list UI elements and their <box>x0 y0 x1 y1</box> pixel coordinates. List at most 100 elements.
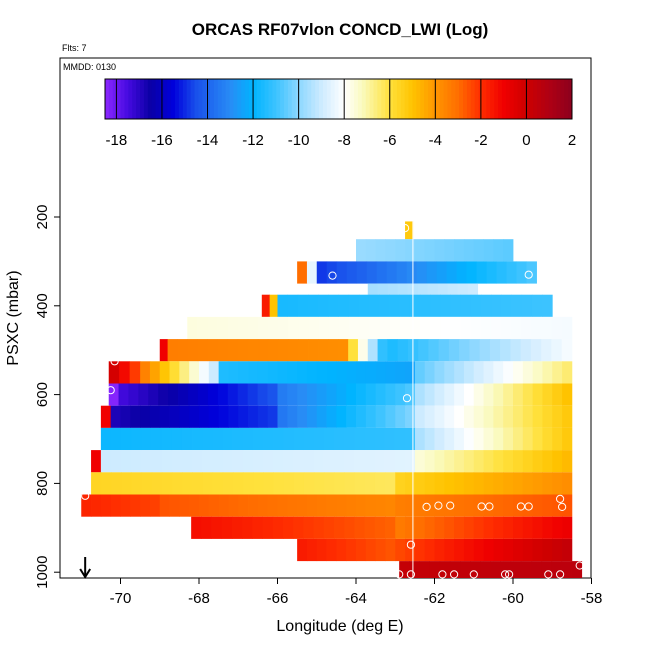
heatmap-cell <box>414 516 426 539</box>
colorbar-swatch <box>385 79 390 119</box>
heatmap-cell <box>374 516 386 539</box>
heatmap-cell <box>356 383 367 406</box>
heatmap-cell <box>561 339 573 362</box>
heatmap-cell <box>374 427 385 451</box>
heatmap-cell <box>429 561 441 578</box>
heatmap-cell <box>283 472 295 495</box>
heatmap-cell <box>513 472 524 495</box>
heatmap-cell <box>389 294 401 317</box>
heatmap-cell <box>439 561 451 578</box>
heatmap-cell <box>306 494 318 517</box>
heatmap-cell <box>326 538 337 562</box>
heatmap-cell <box>503 427 514 451</box>
heatmap-cell <box>409 294 421 317</box>
y-tick-label: 1000 <box>34 556 51 589</box>
colorbar-swatch <box>443 79 448 119</box>
heatmap-cell <box>208 405 220 428</box>
heatmap-cell <box>424 239 435 262</box>
heatmap-cell <box>267 361 278 384</box>
mmdd-label: MMDD: 0130 <box>63 62 116 72</box>
heatmap-cell <box>252 427 264 451</box>
heatmap-cell <box>303 450 314 473</box>
colorbar-swatch <box>326 79 332 119</box>
heatmap-cell <box>277 361 288 384</box>
heatmap-cell <box>339 316 350 340</box>
heatmap-cell <box>91 494 102 517</box>
heatmap-cell <box>406 261 418 284</box>
colorbar-swatch <box>128 79 133 119</box>
colorbar-swatch <box>564 79 569 119</box>
heatmap-cell <box>434 405 445 428</box>
heatmap-cell <box>532 383 543 406</box>
heatmap-cell <box>552 538 563 562</box>
heatmap-cell <box>121 450 132 473</box>
heatmap-cell <box>119 361 131 384</box>
colorbar-swatch <box>248 79 254 119</box>
heatmap-cell <box>551 339 563 362</box>
colorbar-swatch <box>513 79 519 119</box>
colorbar-swatch <box>416 79 421 119</box>
heatmap-cell <box>428 339 440 362</box>
heatmap-cell <box>326 361 337 384</box>
heatmap-cell <box>405 472 416 495</box>
heatmap-cell <box>522 494 534 517</box>
heatmap-cell <box>469 339 481 362</box>
heatmap-cell <box>501 294 512 317</box>
heatmap-cell <box>129 361 141 384</box>
colorbar-swatch <box>369 79 375 119</box>
heatmap-cell <box>490 561 501 578</box>
colorbar-swatch <box>354 79 359 119</box>
colorbar-swatch <box>420 79 425 119</box>
colorbar-swatch <box>252 79 258 119</box>
heatmap-cell <box>405 405 416 428</box>
heatmap-cell <box>131 450 142 473</box>
heatmap-cell <box>199 361 210 384</box>
heatmap-cell <box>493 516 504 539</box>
colorbar-swatch <box>361 79 367 119</box>
heatmap-cell <box>120 494 131 517</box>
heatmap-cell <box>483 361 494 384</box>
heatmap-cell <box>542 383 553 406</box>
heatmap-cell <box>522 383 534 406</box>
x-tick-label: -66 <box>267 590 289 607</box>
heatmap-cell <box>446 261 458 284</box>
heatmap-cell <box>521 294 533 317</box>
heatmap-cell <box>189 361 200 384</box>
heatmap-cell <box>375 405 386 428</box>
heatmap-cell <box>454 361 465 384</box>
heatmap-cell <box>303 472 315 495</box>
heatmap-cell <box>161 450 173 473</box>
colorbar-swatch <box>529 79 534 119</box>
observation-point <box>438 570 447 579</box>
heatmap-cell <box>375 538 386 562</box>
colorbar-swatch <box>466 79 472 119</box>
heatmap-cell <box>217 339 229 362</box>
heatmap-cell <box>267 383 278 406</box>
heatmap-cell <box>551 561 562 578</box>
colorbar-swatch <box>408 79 413 119</box>
heatmap-cell <box>483 239 494 262</box>
heatmap-cell <box>424 383 435 406</box>
colorbar-swatch <box>202 79 207 119</box>
heatmap-cell <box>257 405 269 428</box>
heatmap-cell <box>349 316 360 340</box>
heatmap-cell <box>434 472 445 495</box>
colorbar-swatch <box>404 79 410 119</box>
heatmap-cell <box>197 316 208 340</box>
colorbar-swatch <box>482 79 487 119</box>
heatmap-cell <box>473 361 484 384</box>
colorbar-swatch <box>455 79 460 119</box>
heatmap-cell <box>293 450 304 473</box>
colorbar-tick-label: -4 <box>429 132 442 149</box>
heatmap-cell <box>208 494 220 517</box>
heatmap-cell <box>454 538 465 562</box>
heatmap-cell <box>273 427 284 451</box>
colorbar-swatch <box>213 79 219 119</box>
heatmap-cell <box>444 239 455 262</box>
heatmap-cell <box>189 405 200 428</box>
colorbar-swatch <box>509 79 515 119</box>
heatmap-cell <box>141 450 152 473</box>
heatmap-cell <box>522 516 534 539</box>
heatmap-cell <box>201 516 212 539</box>
x-tick-label: -70 <box>110 590 132 607</box>
